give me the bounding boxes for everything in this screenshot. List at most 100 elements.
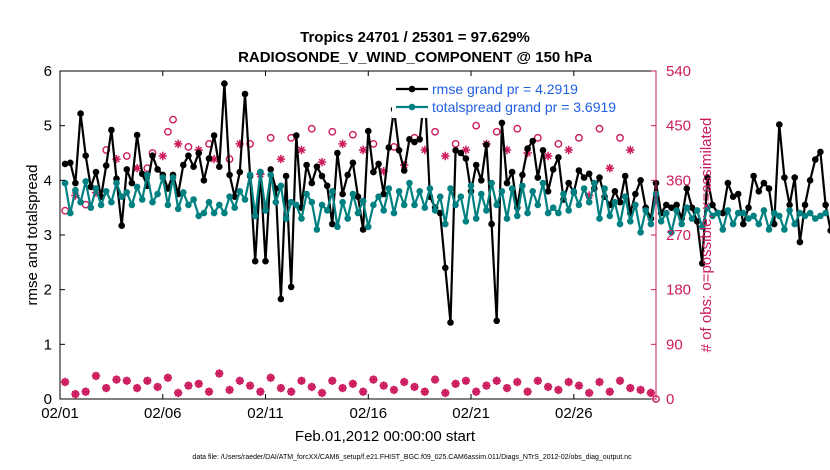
totalspread-point [210, 209, 218, 217]
totalspread-point [776, 212, 783, 220]
y-left-tick-label: 4 [44, 172, 52, 189]
obs-possible-marker [266, 133, 275, 142]
totalspread-point [123, 189, 131, 196]
obs-assimilated-marker [158, 151, 167, 161]
rmse-point [827, 227, 830, 234]
totalspread-point [411, 201, 418, 209]
obs-assimilated-marker [605, 164, 614, 173]
totalspread-point [724, 207, 732, 214]
rmse-point [745, 204, 752, 211]
rmse-point [185, 152, 192, 159]
totalspread-point [447, 185, 454, 192]
rmse-point [544, 188, 552, 195]
totalspread-point [529, 188, 536, 195]
obs-low-assimilated-marker [523, 387, 532, 396]
rmse-point [791, 174, 798, 181]
rmse-point [128, 179, 136, 187]
rmse-point [462, 155, 470, 162]
rmse-point [493, 317, 501, 325]
x-tick-label: 02/11 [247, 405, 283, 422]
x-tick-label: 02/01 [41, 405, 79, 422]
totalspread-point [226, 193, 233, 200]
rmse-point [365, 127, 372, 135]
obs-low-assimilated-marker [379, 381, 388, 390]
totalspread-point [102, 188, 110, 195]
totalspread-point [431, 207, 439, 214]
rmse-point [812, 156, 819, 163]
chart-title-line1: Tropics 24701 / 25301 = 97.629% [300, 29, 530, 46]
totalspread-point [786, 207, 793, 214]
totalspread-point [740, 209, 747, 217]
rmse-point [734, 190, 742, 198]
obs-low-assimilated-marker [595, 377, 604, 387]
totalspread-point [318, 201, 326, 209]
obs-low-assimilated-marker [543, 382, 553, 392]
obs-low-assimilated-marker [400, 377, 409, 387]
totalspread-point [488, 179, 495, 187]
totalspread-point [390, 209, 398, 217]
totalspread-point [267, 171, 275, 179]
totalspread-point [257, 168, 264, 176]
rmse-point [770, 220, 778, 228]
totalspread-point [282, 215, 290, 222]
obs-assimilated-marker [626, 145, 635, 155]
totalspread-point [570, 188, 578, 195]
legend-label: totalspread grand pr = 3.6919 [432, 99, 616, 115]
rmse-point [313, 163, 321, 170]
rmse-point [226, 171, 233, 179]
rmse-point [534, 174, 542, 181]
totalspread-point [365, 223, 372, 231]
obs-low-assimilated-marker [420, 387, 429, 396]
totalspread-point [67, 209, 74, 217]
totalspread-point [549, 204, 557, 211]
rmse-point [400, 167, 408, 174]
totalspread-point [791, 220, 798, 228]
obs-assimilated-marker [543, 151, 553, 161]
obs-low-assimilated-marker [112, 375, 121, 384]
rmse-point [524, 145, 531, 152]
totalspread-point [406, 179, 413, 187]
totalspread-point [190, 196, 197, 203]
totalspread-point [205, 198, 213, 206]
rmse-point [210, 132, 218, 139]
obs-low-assimilated-marker [122, 376, 131, 385]
rmse-point [452, 147, 459, 154]
obs-low-assimilated-marker [389, 385, 399, 395]
y-right-tick-label: 270 [666, 227, 691, 244]
legend [392, 78, 644, 118]
y-right-tick-label: 90 [666, 336, 683, 353]
rmse-point [370, 168, 377, 176]
rmse-point [72, 179, 79, 187]
totalspread-point [251, 212, 259, 220]
rmse-point [406, 136, 413, 143]
obs-assimilated-marker [461, 145, 471, 155]
rmse-point [277, 295, 285, 303]
totalspread-point [349, 190, 357, 198]
totalspread-point [812, 215, 819, 222]
totalspread-point [508, 185, 516, 192]
totalspread-point [180, 189, 187, 196]
totalspread-point [457, 193, 465, 200]
totalspread-point [493, 201, 501, 209]
obs-possible-marker [554, 139, 563, 148]
rmse-point [765, 185, 773, 192]
rmse-point [190, 163, 197, 170]
totalspread-point [149, 198, 156, 206]
totalspread-point [565, 207, 572, 214]
totalspread-point [637, 229, 644, 236]
obs-low-assimilated-marker [297, 376, 306, 385]
totalspread-point [241, 196, 249, 203]
rmse-point [138, 170, 146, 178]
rmse-point [308, 179, 316, 187]
rmse-point [282, 172, 290, 180]
totalspread-point [467, 182, 475, 190]
obs-low-assimilated-marker [338, 383, 347, 393]
totalspread-point [262, 207, 269, 214]
chart-title-line2: RADIOSONDE_V_WIND_COMPONENT @ 150 hPa [238, 49, 593, 66]
rmse-point [719, 209, 727, 217]
obs-low-assimilated-marker [574, 381, 584, 390]
rmse-point [108, 126, 115, 134]
y-right-tick-label: 360 [666, 172, 691, 189]
obs-possible-marker [492, 127, 501, 136]
obs-assimilated-marker [317, 157, 327, 167]
